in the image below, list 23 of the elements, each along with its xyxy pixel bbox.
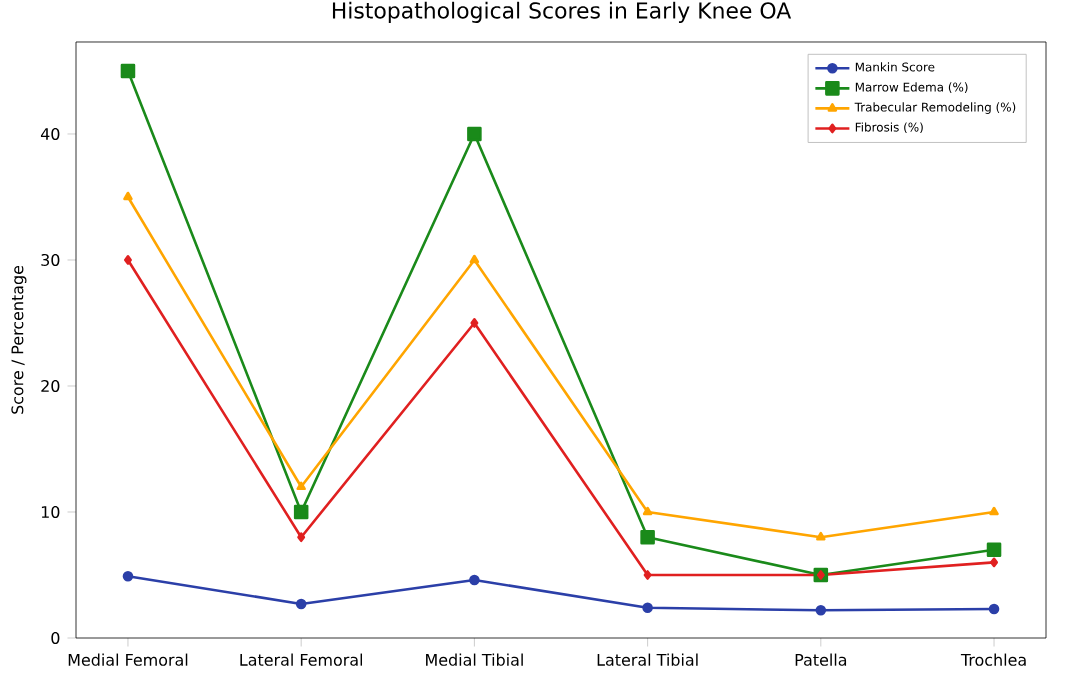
point xyxy=(470,318,479,328)
point xyxy=(469,254,480,264)
point xyxy=(297,532,306,543)
point xyxy=(643,570,652,580)
point xyxy=(120,63,136,79)
point xyxy=(642,602,653,614)
point xyxy=(296,481,306,491)
point xyxy=(122,570,134,582)
point xyxy=(467,126,482,142)
point xyxy=(990,557,999,568)
point xyxy=(640,529,655,545)
point xyxy=(123,191,133,201)
point xyxy=(642,506,653,516)
point xyxy=(989,506,999,516)
point xyxy=(815,605,827,616)
point xyxy=(988,603,1000,615)
point xyxy=(986,542,1002,558)
point xyxy=(295,598,307,610)
point xyxy=(469,574,480,586)
point xyxy=(816,531,826,541)
chart-title: Histopathological Scores in Early Knee OA xyxy=(332,1,792,23)
point xyxy=(123,255,132,265)
point xyxy=(293,504,309,520)
